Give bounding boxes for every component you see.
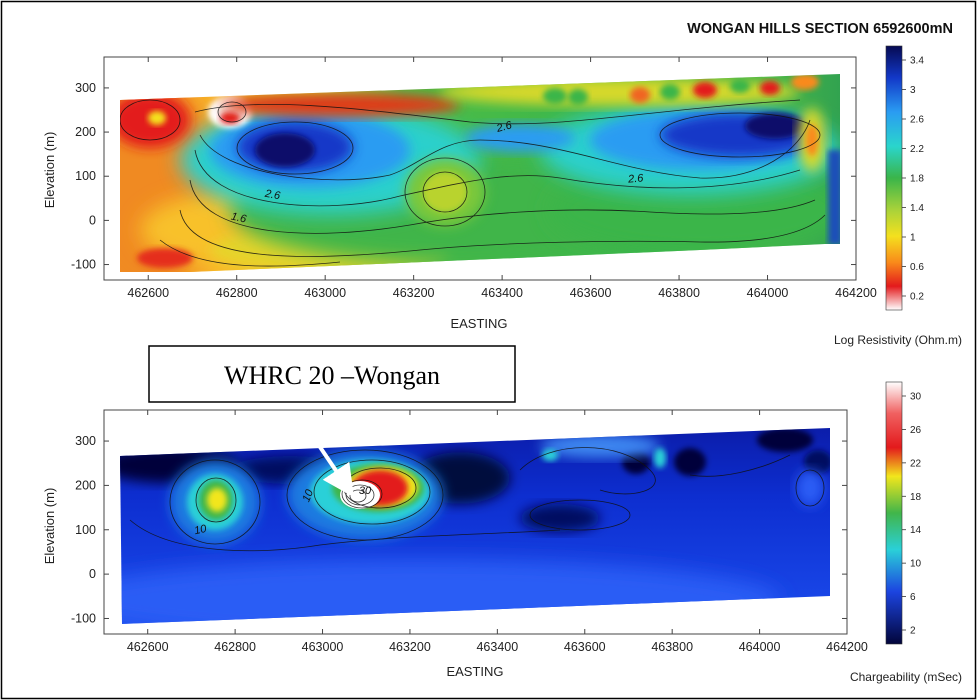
resistivity-colorbar-tick-label: 2.2 xyxy=(910,144,924,155)
resistivity-x-tick-label: 462600 xyxy=(127,286,169,300)
chargeability-x-ticks: 462600 462800 463000 463200 463400 463600 4638… xyxy=(127,410,868,654)
resistivity-x-tick-label: 464200 xyxy=(835,286,877,300)
resistivity-contour-label: 2.6 xyxy=(627,172,645,185)
resistivity-colorbar-tick-label: 0.6 xyxy=(910,262,924,273)
chargeability-colorbar-tick-label: 30 xyxy=(910,392,922,403)
chargeability-colorbar-tick-label: 2 xyxy=(910,626,916,637)
resistivity-y-tick-label: 100 xyxy=(75,169,96,183)
resistivity-y-ticks: -100 0 100 200 300 xyxy=(71,81,856,272)
resistivity-contour-label: 2.6 xyxy=(263,188,282,203)
resistivity-y-tick-label: -100 xyxy=(71,258,96,272)
chargeability-colorbar-tick-label: 18 xyxy=(910,492,922,503)
resistivity-colorbar-label: Log Resistivity (Ohm.m) xyxy=(834,333,962,347)
resistivity-colorbar-tick-label: 1.8 xyxy=(910,174,924,185)
resistivity-x-tick-label: 463400 xyxy=(481,286,523,300)
chargeability-y-tick-label: 300 xyxy=(75,434,96,448)
resistivity-y-tick-label: 0 xyxy=(89,213,96,227)
chargeability-y-tick-label: 200 xyxy=(75,478,96,492)
chargeability-x-tick-label: 462600 xyxy=(127,640,169,654)
resistivity-x-tick-label: 463200 xyxy=(393,286,435,300)
chargeability-x-tick-label: 463000 xyxy=(302,640,344,654)
chargeability-colorbar-tick-label: 22 xyxy=(910,458,922,469)
resistivity-colorbar-tick-label: 3 xyxy=(910,85,916,96)
resistivity-x-tick-label: 464000 xyxy=(747,286,789,300)
resistivity-x-tick-label: 463800 xyxy=(658,286,700,300)
chargeability-y-ticks: -100 0 100 200 300 xyxy=(71,434,847,625)
resistivity-contour-label: 1.6 xyxy=(230,211,248,226)
resistivity-x-tick-label: 462800 xyxy=(216,286,258,300)
chargeability-x-tick-label: 463800 xyxy=(651,640,693,654)
chargeability-heatmap xyxy=(120,428,830,624)
resistivity-colorbar-ticks: 3.4 3 2.6 2.2 1.8 1.4 1 0.6 0.2 xyxy=(902,56,924,303)
chargeability-colorbar-tick-label: 6 xyxy=(910,592,916,603)
chargeability-x-tick-label: 464000 xyxy=(739,640,781,654)
resistivity-y-tick-label: 300 xyxy=(75,81,96,95)
chargeability-y-axis-label: Elevation (m) xyxy=(42,488,57,565)
chargeability-x-tick-label: 463200 xyxy=(389,640,431,654)
chargeability-contour-label: 30 xyxy=(359,485,372,497)
resistivity-x-tick-label: 463600 xyxy=(570,286,612,300)
chargeability-colorbar-tick-label: 14 xyxy=(910,525,922,536)
chargeability-x-tick-label: 463400 xyxy=(476,640,518,654)
drillhole-arrow xyxy=(318,445,354,498)
resistivity-colorbar-tick-label: 3.4 xyxy=(910,56,924,67)
figure-title: WONGAN HILLS SECTION 6592600mN xyxy=(687,21,953,37)
resistivity-x-ticks: 462600 462800 463000 463200 463400 463600 4638… xyxy=(127,57,877,300)
resistivity-colorbar xyxy=(885,45,903,311)
resistivity-contour-labels: 2.6 2.6 2.6 1.6 xyxy=(230,119,645,226)
resistivity-panel: 2.6 2.6 2.6 1.6 462600 462800 463000 463200 463… xyxy=(42,45,962,347)
chargeability-y-tick-label: 100 xyxy=(75,523,96,537)
chargeability-colorbar xyxy=(885,381,903,645)
chargeability-x-axis-label: EASTING xyxy=(446,664,503,679)
resistivity-y-axis-label: Elevation (m) xyxy=(42,132,57,209)
chargeability-y-tick-label: 0 xyxy=(89,567,96,581)
resistivity-colorbar-tick-label: 1 xyxy=(910,233,916,244)
annotation-text: WHRC 20 –Wongan xyxy=(224,361,440,390)
resistivity-y-tick-label: 200 xyxy=(75,125,96,139)
chargeability-colorbar-tick-label: 26 xyxy=(910,425,922,436)
chargeability-contour-labels: 10 10 30 xyxy=(193,485,372,537)
chargeability-panel: 10 10 30 462600 462800 463000 463200 463400 463… xyxy=(42,381,962,684)
chargeability-colorbar-ticks: 30 26 22 18 14 10 6 2 xyxy=(902,392,922,637)
chargeability-colorbar-tick-label: 10 xyxy=(910,559,922,570)
resistivity-colorbar-tick-label: 0.2 xyxy=(910,292,924,303)
chargeability-contour-label: 10 xyxy=(193,523,208,537)
resistivity-x-axis-label: EASTING xyxy=(450,316,507,331)
chargeability-x-tick-label: 464200 xyxy=(826,640,868,654)
resistivity-colorbar-tick-label: 2.6 xyxy=(910,115,924,126)
resistivity-x-tick-label: 463000 xyxy=(304,286,346,300)
chargeability-y-tick-label: -100 xyxy=(71,611,96,625)
annotation-box: WHRC 20 –Wongan xyxy=(148,345,516,403)
chargeability-contour-label: 10 xyxy=(300,487,316,504)
chargeability-x-tick-label: 463600 xyxy=(564,640,606,654)
resistivity-colorbar-tick-label: 1.4 xyxy=(910,203,924,214)
chargeability-colorbar-label: Chargeability (mSec) xyxy=(850,670,962,684)
chargeability-x-tick-label: 462800 xyxy=(214,640,256,654)
resistivity-contour-label: 2.6 xyxy=(494,119,514,135)
